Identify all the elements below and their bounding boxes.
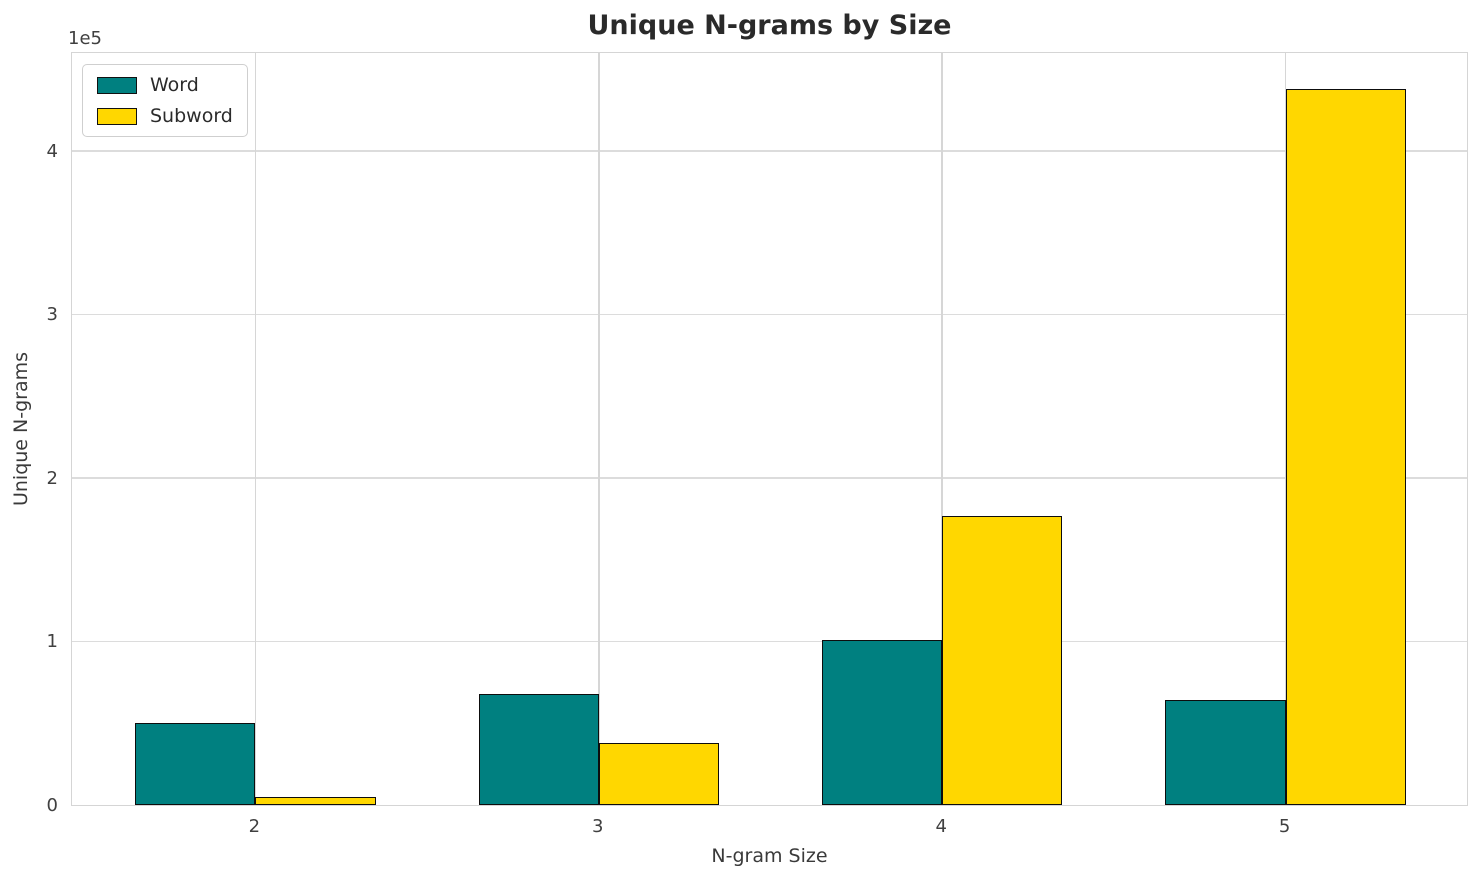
bar-subword-n3 <box>598 742 719 805</box>
y-tick-label: 0 <box>46 795 58 816</box>
x-tick-label: 5 <box>1278 816 1291 837</box>
gridline-x <box>254 53 257 805</box>
bar-word-n4 <box>822 639 943 805</box>
x-axis-label: N-gram Size <box>711 845 828 867</box>
bar-word-n2 <box>135 723 256 805</box>
y-axis-offset-label: 1e5 <box>68 28 102 49</box>
subword-swatch-icon <box>97 107 137 125</box>
bar-subword-n5 <box>1285 88 1406 805</box>
gridline-y <box>72 477 1467 479</box>
bar-word-n3 <box>478 693 599 805</box>
y-tick-label: 3 <box>46 304 58 326</box>
legend-item-subword: Subword <box>97 105 233 127</box>
y-tick-label: 1 <box>46 631 58 653</box>
gridline-y <box>72 313 1467 316</box>
bar-word-n5 <box>1165 700 1286 805</box>
gridline-y <box>72 640 1467 643</box>
bar-subword-n2 <box>255 796 376 805</box>
gridline-x <box>598 53 600 805</box>
chart-title: Unique N-grams by Size <box>587 10 952 41</box>
plot-area <box>71 52 1468 806</box>
y-tick-label: 2 <box>46 467 58 489</box>
x-tick-label: 4 <box>935 816 947 837</box>
x-tick-label: 3 <box>592 816 604 837</box>
x-tick-label: 2 <box>248 816 261 837</box>
word-swatch-icon <box>97 76 137 94</box>
legend-item-word: Word <box>97 74 233 96</box>
bar-subword-n4 <box>942 515 1063 805</box>
gridline-y <box>72 150 1467 152</box>
legend: Word Subword <box>82 64 248 137</box>
gridline-x <box>941 53 943 805</box>
y-tick-label: 4 <box>46 140 58 162</box>
legend-label: Subword <box>150 105 233 127</box>
legend-label: Word <box>150 74 199 96</box>
